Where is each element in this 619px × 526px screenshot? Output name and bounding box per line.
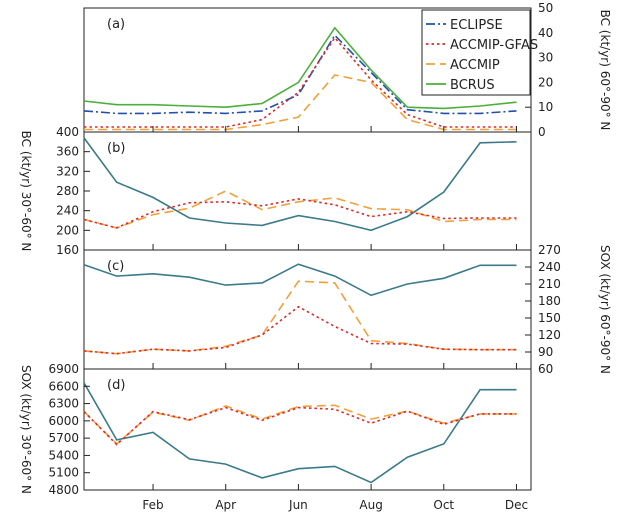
series-line-bcrus	[83, 26, 517, 110]
panel-d: 4800 5100 5400 5700 6000 6300 6600 6900 SOX (kt/…	[19, 362, 532, 497]
panel-label: (a)	[107, 17, 125, 32]
legend-label: ACCMIP	[450, 58, 500, 73]
y-tick-label: 120	[538, 328, 561, 342]
y-tick-label: 4800	[48, 483, 79, 497]
x-tick-label: Oct	[433, 498, 454, 512]
y-tick-label: 400	[56, 125, 79, 139]
panel-c: 60 90 120 150 180 210 240 270 SOX (kt/yr) 60°-90…	[83, 243, 612, 376]
x-tick-label: Dec	[505, 498, 528, 512]
y-tick-label: 150	[538, 311, 561, 325]
panel-label: (c)	[107, 259, 124, 274]
y-tick-label: 20	[538, 75, 553, 89]
y-tick-label: 6300	[48, 397, 79, 411]
y-tick-label: 6600	[48, 379, 79, 393]
legend: ECLIPSE ACCMIP-GFAS ACCMIP BCRUS	[421, 9, 538, 96]
y-axis-title: BC (kt/yr) 30°-60° N	[19, 131, 33, 252]
y-tick-label: 40	[538, 26, 553, 40]
y-tick-label: 210	[538, 277, 561, 291]
panel-b: 160 200 240 280 320 360 400 BC (kt/yr) 30°-60° …	[19, 125, 532, 257]
y-tick-label: 0	[538, 125, 546, 139]
legend-label: BCRUS	[450, 78, 495, 93]
series-line-accmip-gfas	[83, 198, 517, 229]
panel-frame	[83, 131, 532, 251]
legend-label: ECLIPSE	[450, 18, 503, 33]
series-line-accmip-gfas	[83, 305, 517, 355]
y-tick-label: 10	[538, 100, 553, 114]
series-line-accmip	[83, 190, 517, 229]
y-tick-label: 200	[56, 223, 79, 237]
series-line-eclipse	[83, 34, 517, 115]
panel-label: (d)	[107, 378, 125, 393]
y-tick-label: 50	[538, 1, 553, 15]
y-tick-label: 60	[538, 362, 553, 376]
panel-label: (b)	[107, 141, 125, 156]
series-line-accmip-gfas	[83, 406, 517, 446]
x-tick-label: Apr	[215, 498, 236, 512]
y-axis-title: SOX (kt/yr) 30°-60° N	[19, 365, 33, 494]
x-tick-label: Jun	[288, 498, 308, 512]
y-axis-title: SOX (kt/yr) 60°-90° N	[598, 245, 612, 374]
y-tick-label: 6000	[48, 414, 79, 428]
y-tick-label: 320	[56, 164, 79, 178]
y-tick-label: 240	[56, 204, 79, 218]
y-tick-label: 30	[538, 51, 553, 65]
y-tick-label: 90	[538, 345, 553, 359]
y-tick-label: 6900	[48, 362, 79, 376]
y-tick-label: 5100	[48, 466, 79, 480]
y-tick-label: 180	[538, 294, 561, 308]
panel-frame	[83, 368, 532, 491]
series-line-eclipse-bcrus	[83, 137, 517, 232]
y-tick-label: 160	[56, 243, 79, 257]
y-tick-label: 280	[56, 184, 79, 198]
x-tick-label: Feb	[142, 498, 163, 512]
y-tick-label: 5700	[48, 431, 79, 445]
y-axis-title: BC (kt/yr) 60°-90° N	[598, 10, 612, 131]
series-line-accmip	[83, 404, 517, 445]
series-line-eclipse-bcrus	[83, 263, 517, 297]
series-line-eclipse-bcrus	[83, 382, 517, 484]
y-tick-label: 5400	[48, 448, 79, 462]
legend-label: ACCMIP-GFAS	[450, 38, 538, 53]
y-tick-label: 240	[538, 260, 561, 274]
series-line-accmip	[83, 280, 517, 355]
y-tick-label: 360	[56, 145, 79, 159]
panel-a: 0 10 20 30 40 50 BC (kt/yr) 60°-90° N (a)	[83, 1, 612, 139]
x-tick-label: Aug	[359, 498, 382, 512]
y-tick-label: 270	[538, 243, 561, 257]
